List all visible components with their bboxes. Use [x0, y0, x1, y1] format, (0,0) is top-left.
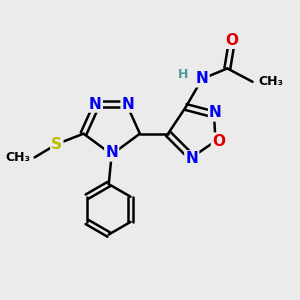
Text: S: S: [51, 136, 62, 152]
Text: N: N: [196, 71, 208, 86]
Text: H: H: [178, 68, 188, 81]
Text: N: N: [122, 97, 134, 112]
Text: N: N: [209, 105, 222, 120]
Text: O: O: [225, 33, 238, 48]
Text: N: N: [89, 97, 102, 112]
Text: O: O: [212, 134, 225, 148]
Text: CH₃: CH₃: [5, 151, 30, 164]
Text: N: N: [105, 146, 118, 160]
Text: N: N: [185, 152, 198, 166]
Text: CH₃: CH₃: [259, 75, 284, 88]
